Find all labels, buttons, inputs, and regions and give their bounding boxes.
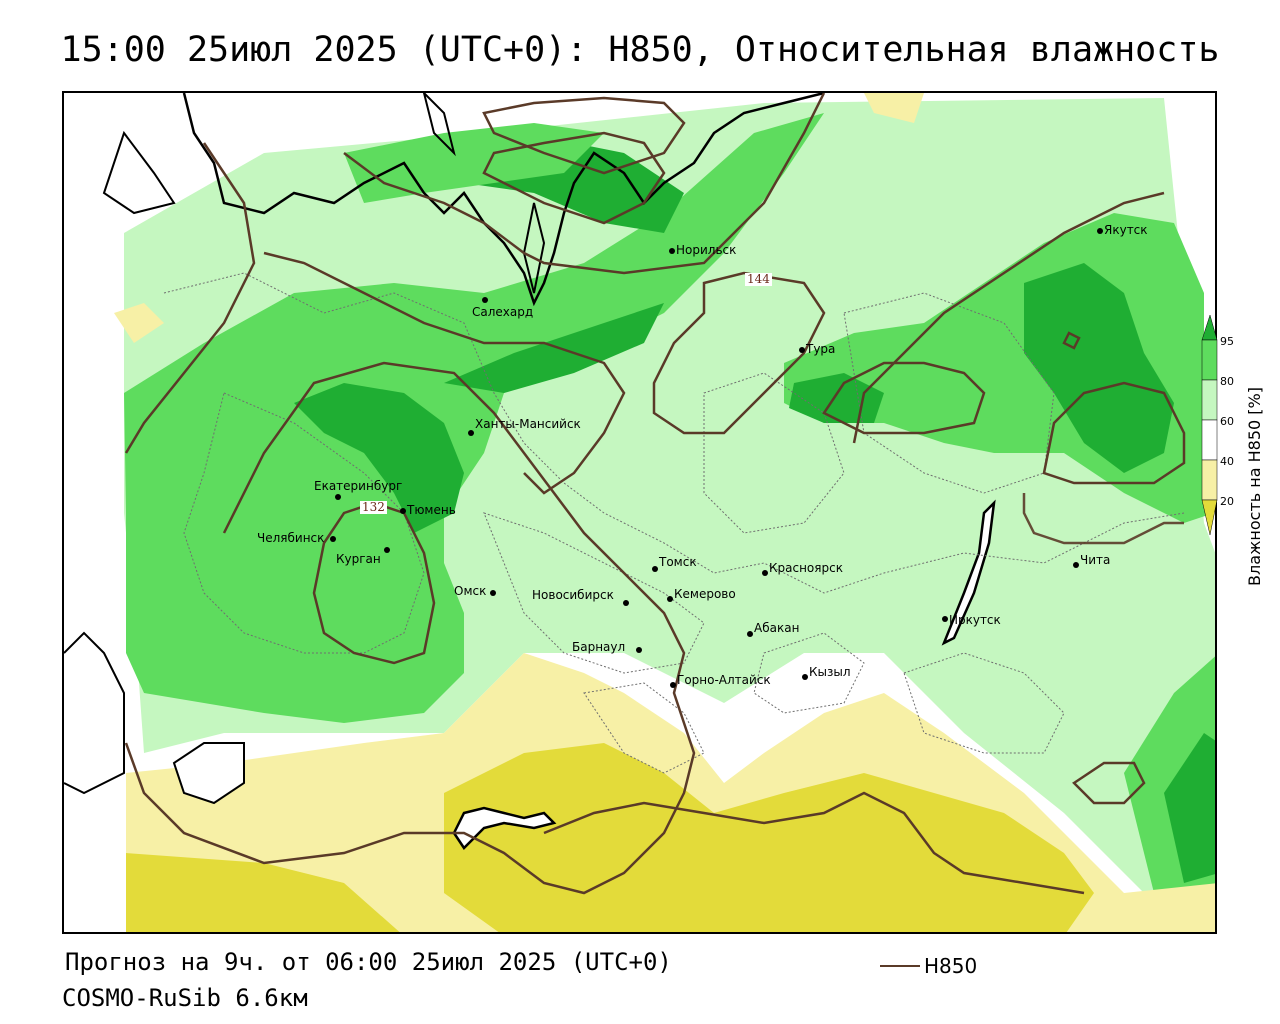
city-chita: Чита (1073, 553, 1111, 568)
city-label: Кызыл (809, 665, 851, 679)
city-novosibirsk: Новосибирск (532, 588, 629, 606)
colorbar-tick: 20 (1220, 495, 1234, 508)
city-marker (747, 631, 753, 637)
city-label: Салехард (472, 305, 534, 319)
city-label: Екатеринбург (314, 479, 403, 493)
city-label: Норильск (676, 243, 737, 257)
city-label: Тюмень (407, 503, 456, 517)
city-tura: Тура (799, 342, 836, 356)
city-omsk: Омск (454, 584, 496, 598)
city-khanty-mansiysk: Ханты-Мансийск (468, 417, 581, 436)
city-ekaterinburg: Екатеринбург (314, 479, 403, 500)
city-marker (490, 590, 496, 596)
city-krasnoyarsk: Красноярск (762, 561, 843, 576)
city-label: Кемерово (674, 587, 736, 601)
colorbar-band (1201, 419, 1218, 461)
city-marker (799, 347, 805, 353)
city-chelyabinsk: Челябинск (257, 531, 336, 545)
colorbar-tick: 80 (1220, 375, 1234, 388)
city-marker (762, 570, 768, 576)
city-kyzyl: Кызыл (802, 665, 851, 680)
colorbar-top-arrow (1201, 314, 1218, 341)
city-abakan: Абакан (747, 621, 800, 637)
city-salekhard: Салехард (472, 297, 534, 319)
city-marker (652, 566, 658, 572)
city-marker (330, 536, 336, 542)
city-barnaul: Барнаул (572, 640, 642, 654)
admin-borders (163, 272, 1185, 774)
map-canvas (64, 93, 1215, 932)
forecast-info: Прогноз на 9ч. от 06:00 25июл 2025 (UTC+… (65, 948, 672, 976)
colorbar-tick: 95 (1220, 335, 1234, 348)
city-marker (400, 508, 406, 514)
city-norilsk: Норильск (669, 243, 737, 257)
city-kemerovo: Кемерово (667, 587, 736, 602)
city-marker (667, 596, 673, 602)
city-marker (384, 547, 390, 553)
city-label: Челябинск (257, 531, 325, 545)
colorbar-bottom-arrow (1201, 499, 1218, 536)
city-label: Томск (659, 555, 697, 569)
city-label: Якутск (1104, 223, 1148, 237)
weather-map[interactable]: 144 132 Норильск Якутск Салехард Тура Ха… (62, 91, 1217, 934)
city-marker (468, 430, 474, 436)
contour-label-144: 144 (745, 272, 772, 286)
colorbar-band (1201, 339, 1218, 381)
city-marker (623, 600, 629, 606)
map-title: 15:00 25июл 2025 (UTC+0): H850, Относите… (60, 30, 1220, 70)
city-irkutsk: Иркутск (942, 613, 1001, 627)
colorbar-band (1201, 459, 1218, 501)
colorbar-title-text: Влажность на H850 [%] (1245, 387, 1264, 586)
colorbar-band (1201, 379, 1218, 421)
city-marker (1097, 228, 1103, 234)
humidity-colorbar: 95 80 60 40 20 (1198, 305, 1278, 545)
very-wet-area-west (294, 383, 464, 533)
city-tyumen: Тюмень (400, 503, 456, 517)
city-marker (1073, 562, 1079, 568)
city-kurgan: Курган (336, 547, 390, 566)
city-label: Абакан (754, 621, 800, 635)
city-label: Чита (1080, 553, 1111, 567)
city-marker (636, 647, 642, 653)
city-label: Тура (806, 342, 836, 356)
city-marker (335, 494, 341, 500)
model-name: COSMO-RuSib 6.6км (62, 984, 308, 1012)
city-marker (942, 616, 948, 622)
city-label: Ханты-Мансийск (475, 417, 581, 431)
coastline (182, 93, 825, 307)
city-label: Иркутск (949, 613, 1001, 627)
city-marker (669, 248, 675, 254)
contour-legend-label: H850 (924, 954, 978, 978)
city-marker (802, 674, 808, 680)
city-marker (670, 682, 676, 688)
colorbar-tick: 60 (1220, 415, 1234, 428)
colorbar-svg (1201, 314, 1218, 536)
city-label: Красноярск (769, 561, 843, 575)
contour-132 (312, 501, 436, 665)
city-yakutsk: Якутск (1097, 223, 1148, 237)
lake-balkhash (452, 806, 557, 850)
city-tomsk: Томск (652, 555, 697, 572)
city-label: Горно-Алтайск (677, 673, 771, 687)
lake-baikal (941, 499, 996, 646)
very-dry-area (444, 743, 1094, 932)
colorbar-tick: 40 (1220, 455, 1234, 468)
colorbar-title: Влажность на H850 [%] (1245, 350, 1275, 590)
city-gorno-altaysk: Горно-Алтайск (670, 673, 771, 688)
city-label: Курган (336, 552, 381, 566)
city-marker (482, 297, 488, 303)
h850-contours (124, 93, 1186, 895)
wet-area-west (124, 113, 824, 723)
contour-label-132: 132 (360, 500, 387, 514)
city-label: Барнаул (572, 640, 626, 654)
contour-legend-swatch (880, 965, 920, 967)
city-label: Омск (454, 584, 487, 598)
city-label: Новосибирск (532, 588, 614, 602)
